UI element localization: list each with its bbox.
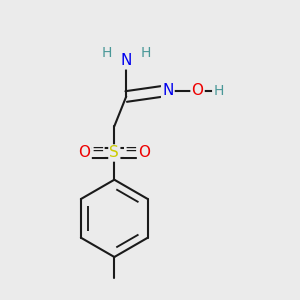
Text: N: N bbox=[121, 53, 132, 68]
Text: =: = bbox=[124, 142, 137, 157]
Text: S: S bbox=[110, 146, 119, 160]
Text: H: H bbox=[102, 46, 112, 60]
Text: O: O bbox=[79, 146, 91, 160]
Text: O: O bbox=[192, 83, 204, 98]
Text: N: N bbox=[162, 83, 173, 98]
Text: =: = bbox=[92, 142, 104, 157]
Text: H: H bbox=[213, 84, 224, 98]
Text: H: H bbox=[140, 46, 151, 60]
Text: O: O bbox=[138, 146, 150, 160]
